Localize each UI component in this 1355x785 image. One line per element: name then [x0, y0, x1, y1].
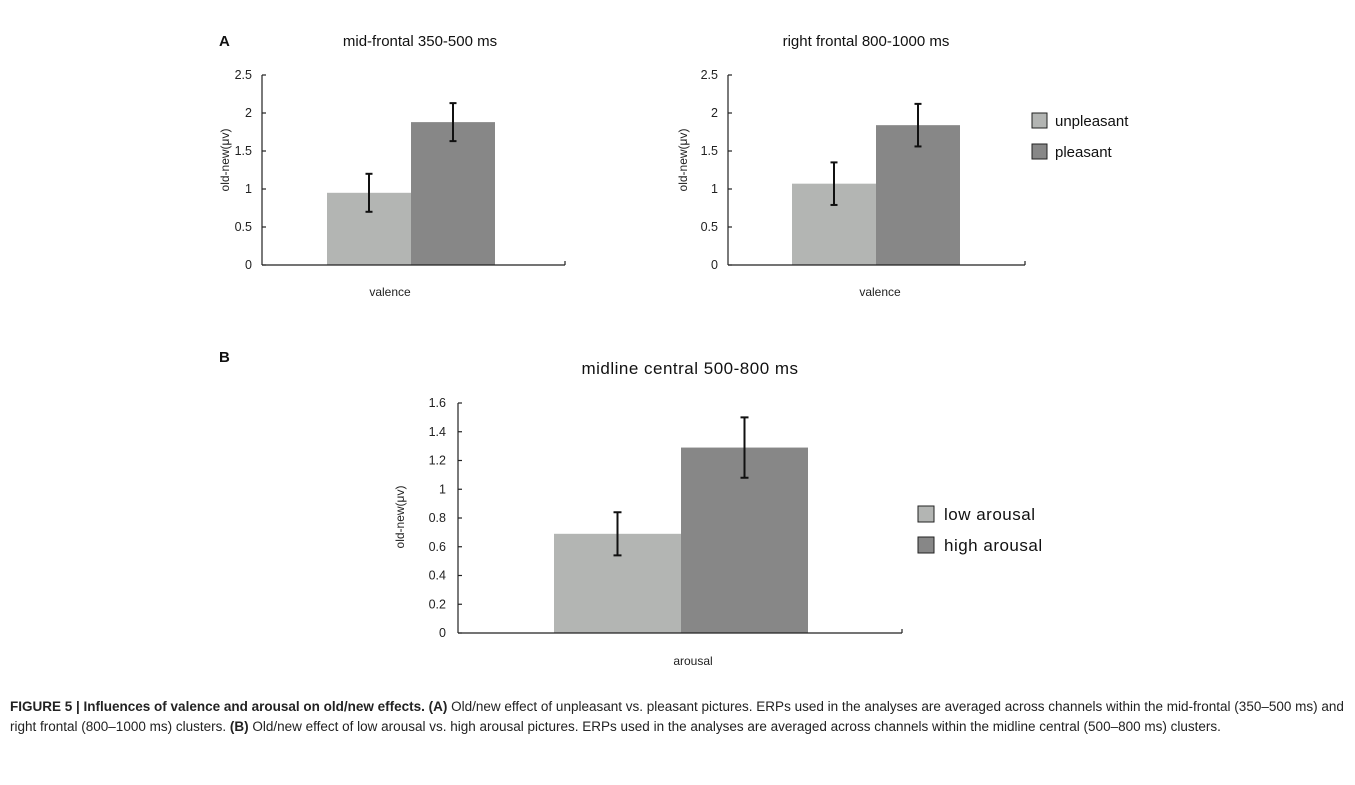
panel-letter-a: A [219, 33, 230, 50]
bars [327, 102, 495, 266]
chart-title: right frontal 800-1000 ms [783, 33, 950, 50]
panel-letter-b: B [219, 349, 230, 366]
y-tick-label: 1.4 [429, 425, 446, 439]
y-tick-label: 0.8 [429, 511, 446, 525]
y-tick-label: 1.2 [429, 454, 446, 468]
y-tick-label: 0 [711, 258, 718, 272]
x-axis-label: valence [859, 285, 901, 299]
y-tick-label: 2 [245, 106, 252, 120]
y-tick-label: 1.5 [235, 144, 252, 158]
error-bar-high-arousal [740, 416, 749, 479]
caption-title: FIGURE 5 | Influences of valence and aro… [10, 699, 448, 714]
y-axis-label: old-new(μv) [218, 129, 232, 192]
legend-label-pleasant: pleasant [1055, 144, 1113, 161]
chart-right-frontal: right frontal 800-1000 ms valence old-ne… [676, 33, 1026, 299]
legend-swatch-high-arousal [917, 536, 935, 554]
legend-swatch-unpleasant [1031, 112, 1048, 129]
legend-label-high-arousal: high arousal [944, 536, 1043, 555]
legend-swatch-low-arousal [917, 505, 935, 523]
caption-text-b: Old/new effect of low arousal vs. high a… [248, 719, 1221, 734]
axes [457, 402, 903, 634]
y-tick-label: 1.6 [429, 396, 446, 410]
x-axis-label: valence [369, 285, 411, 299]
y-tick-label: 1 [245, 182, 252, 196]
legend-arousal: low arousal high arousal [917, 505, 1043, 555]
y-tick-label: 2.5 [235, 68, 252, 82]
y-tick-label: 0 [245, 258, 252, 272]
y-tick-label: 0.6 [429, 540, 446, 554]
axes [727, 74, 1026, 266]
bar-pleasant [876, 125, 960, 265]
bars [792, 102, 960, 265]
legend-label-low-arousal: low arousal [944, 505, 1036, 524]
chart-mid-frontal: mid-frontal 350-500 ms valence old-new(μ… [218, 33, 566, 299]
chart-title: midline central 500-800 ms [581, 359, 798, 378]
error-bar-pleasant [449, 102, 457, 143]
error-bar-pleasant [914, 102, 922, 148]
y-axis-label: old-new(μv) [393, 486, 407, 549]
y-tick-label: 1 [439, 482, 446, 496]
y-tick-label: 0.2 [429, 597, 446, 611]
y-tick-labels: 0 0.5 1 1.5 2 2.5 [701, 68, 718, 272]
legend-swatch-pleasant [1031, 143, 1048, 160]
error-bar-unpleasant [365, 172, 373, 213]
y-tick-label: 2 [711, 106, 718, 120]
x-axis-label: arousal [673, 654, 712, 668]
chart-midline-central: midline central 500-800 ms arousal old-n… [393, 359, 903, 668]
y-tick-labels: 0 0.5 1 1.5 2 2.5 [235, 68, 252, 272]
caption-label-b: (B) [229, 719, 249, 734]
y-axis-label: old-new(μv) [676, 129, 690, 192]
y-tick-labels: 0 0.2 0.4 0.6 0.8 1 1.2 1.4 1.6 [429, 396, 446, 640]
y-tick-label: 0.5 [235, 220, 252, 234]
y-tick-label: 0.4 [429, 569, 446, 583]
chart-title: mid-frontal 350-500 ms [343, 33, 497, 50]
figure-caption: FIGURE 5 | Influences of valence and aro… [10, 697, 1345, 737]
legend-valence: unpleasant pleasant [1031, 112, 1129, 161]
caption-text-a: Old/new effect of unpleasant vs. pleasan… [10, 699, 1344, 734]
figure-svg: A B mid-frontal 350-500 ms valence old-n… [218, 33, 1129, 668]
y-tick-label: 0.5 [701, 220, 718, 234]
y-tick-label: 1 [711, 182, 718, 196]
error-bar-low-arousal [613, 511, 622, 557]
legend-label-unpleasant: unpleasant [1055, 113, 1129, 130]
bar-pleasant [411, 122, 495, 266]
axes [261, 74, 566, 266]
error-bar-unpleasant [830, 161, 838, 206]
bars [554, 416, 808, 633]
y-tick-label: 2.5 [701, 68, 718, 82]
y-tick-label: 1.5 [701, 144, 718, 158]
y-tick-label: 0 [439, 626, 446, 640]
